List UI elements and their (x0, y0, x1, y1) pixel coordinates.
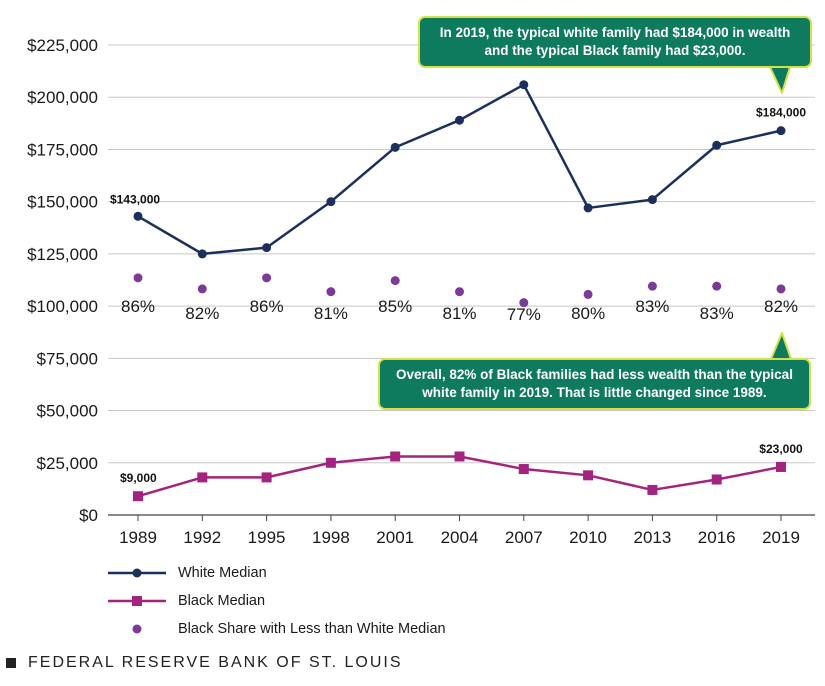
legend-item-black: Black Median (106, 593, 265, 609)
share-data-label: 82% (764, 297, 798, 316)
black-median-point (776, 461, 786, 472)
black-median-point (261, 472, 272, 483)
black-median-point (133, 491, 143, 502)
callout-tail-bottom (770, 332, 792, 360)
legend-swatch-white (108, 568, 166, 578)
black-median-point (647, 484, 658, 495)
legend-swatch-share (132, 624, 142, 634)
y-tick-label: $175,000 (27, 140, 98, 159)
white-median-point (262, 243, 272, 253)
share-data-label: 82% (185, 304, 219, 323)
share-point (197, 284, 207, 294)
share-data-label: 86% (250, 297, 284, 316)
legend-label-share: Black Share with Less than White Median (178, 621, 446, 637)
white-median-point (776, 126, 786, 136)
share-point (647, 281, 657, 291)
white-last-label: $184,000 (756, 106, 806, 120)
y-tick-label: $50,000 (37, 402, 98, 421)
legend-item-white: White Median (106, 565, 267, 581)
share-data-label: 83% (700, 304, 734, 323)
share-point (455, 287, 464, 297)
share-point (583, 289, 593, 299)
y-tick-label: $225,000 (27, 36, 98, 55)
share-data-label: 85% (378, 297, 412, 316)
chart-area: $0 $25,000 $50,000 $75,000 $100,000 $125,000 $… (27, 36, 815, 547)
black-median-point (390, 451, 401, 462)
black-median-point (583, 470, 594, 481)
x-tick-label: 1992 (183, 528, 221, 547)
share-point (133, 273, 143, 283)
share-point (390, 276, 400, 286)
x-tick-label: 1995 (248, 528, 286, 547)
y-tick-label: $125,000 (27, 245, 98, 264)
black-median-point (197, 472, 208, 483)
annotation-bottom: Overall, 82% of Black families had less … (378, 358, 811, 410)
share-data-label: 80% (571, 304, 605, 323)
x-tick-label: 2013 (633, 528, 671, 547)
legend-label-white: White Median (178, 565, 267, 581)
share-point (519, 298, 529, 308)
white-first-label: $143,000 (110, 192, 160, 206)
black-median-point (711, 474, 722, 485)
y-tick-label: $200,000 (27, 88, 98, 107)
share-point (712, 281, 722, 291)
x-tick-label: 2019 (762, 528, 800, 547)
share-point (262, 273, 272, 283)
share-data-label: 81% (314, 304, 348, 323)
share-point (326, 287, 336, 297)
white-median-point (583, 203, 593, 213)
y-tick-label: $25,000 (37, 454, 98, 473)
legend-swatch-black (108, 596, 166, 606)
black-median-point (454, 451, 465, 462)
footer-square-icon (6, 658, 16, 668)
share-data-label: 83% (635, 297, 669, 316)
black-median-point (518, 464, 529, 475)
x-tick-label: 2016 (698, 528, 736, 547)
share-point (776, 284, 786, 294)
legend-label-black: Black Median (178, 593, 266, 609)
share-data-label: 81% (442, 304, 476, 323)
y-tick-label: $75,000 (37, 349, 98, 368)
x-tick-label: 2001 (376, 528, 414, 547)
white-median-line (137, 83, 782, 256)
x-tick-label: 1998 (312, 528, 350, 547)
x-tick-label: 2010 (569, 528, 607, 547)
white-median-point (197, 249, 207, 259)
black-median-point (325, 457, 336, 468)
share-data-label: 86% (121, 297, 155, 316)
white-median-point (133, 211, 143, 221)
white-median-point (455, 115, 464, 125)
footer-source: FEDERAL RESERVE BANK OF ST. LOUIS (28, 654, 403, 671)
footer: FEDERAL RESERVE BANK OF ST. LOUIS (6, 654, 403, 672)
y-tick-label: $0 (79, 506, 98, 525)
white-median-point (712, 140, 722, 150)
x-tick-label: 2004 (441, 528, 479, 547)
black-last-label: $23,000 (759, 442, 803, 456)
white-median-point (519, 80, 529, 90)
share-data-label: 77% (507, 305, 541, 324)
callout-tail-top (769, 66, 791, 94)
white-median-point (647, 195, 657, 205)
black-first-label: $9,000 (120, 471, 157, 485)
white-median-point (390, 142, 400, 152)
y-tick-label: $150,000 (27, 193, 98, 212)
legend-item-share: Black Share with Less than White Median (106, 621, 446, 637)
x-tick-label: 1989 (119, 528, 157, 547)
annotation-top: In 2019, the typical white family had $1… (418, 16, 812, 68)
y-tick-label: $100,000 (27, 297, 98, 316)
white-median-point (326, 197, 336, 207)
x-tick-label: 2007 (505, 528, 543, 547)
